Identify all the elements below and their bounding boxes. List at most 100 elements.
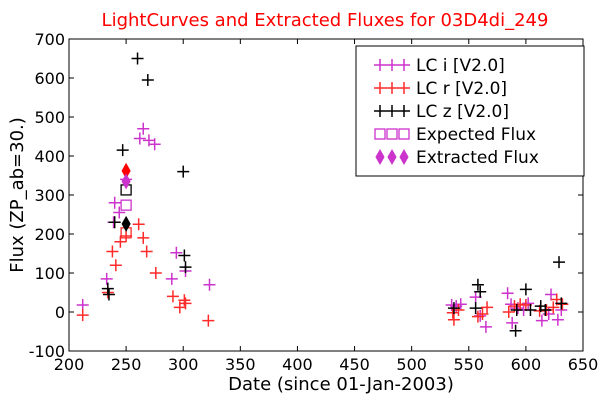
data-point [555, 297, 568, 310]
data-point [114, 235, 127, 248]
legend-marker [387, 148, 397, 166]
data-point [76, 309, 89, 322]
data-point [108, 216, 121, 229]
x-tick-label: 350 [225, 355, 256, 374]
extracted-flux-marker [121, 215, 131, 232]
legend-marker [374, 82, 386, 94]
x-tick-label: 450 [339, 355, 370, 374]
legend-label: LC i [V2.0] [416, 56, 505, 76]
x-tick-label: 200 [54, 355, 85, 374]
expected-flux-marker [120, 199, 132, 211]
x-tick-label: 300 [168, 355, 199, 374]
data-point [469, 302, 482, 315]
y-tick-label: 700 [34, 30, 65, 49]
y-tick-label: 0 [55, 303, 65, 322]
data-point [116, 144, 129, 157]
data-point [203, 278, 216, 291]
legend-marker [386, 59, 398, 71]
data-point [447, 302, 460, 315]
data-point [479, 320, 492, 333]
data-point [535, 314, 548, 327]
legend-marker [386, 105, 398, 117]
data-point [447, 313, 460, 326]
x-tick-label: 500 [396, 355, 427, 374]
data-point [102, 288, 115, 301]
y-tick-label: 300 [34, 186, 65, 205]
y-axis-title: Flux (ZP_ab=30.) [7, 117, 28, 273]
data-point [132, 218, 145, 231]
data-point [133, 132, 146, 145]
y-tick-label: 600 [34, 69, 65, 88]
legend-marker [375, 148, 385, 166]
data-point [471, 278, 484, 291]
legend-marker [374, 59, 386, 71]
data-point [179, 261, 192, 274]
data-point [170, 246, 183, 259]
y-tick-label: 500 [34, 108, 65, 127]
data-point [177, 165, 190, 178]
x-tick-label: 400 [282, 355, 313, 374]
data-point [165, 272, 178, 285]
legend-marker [386, 128, 398, 140]
y-tick-label: 200 [34, 225, 65, 244]
data-point [101, 282, 114, 295]
data-point [137, 231, 150, 244]
data-point [109, 259, 122, 272]
data-point [76, 298, 89, 311]
data-point [522, 297, 535, 310]
legend-label: Extracted Flux [416, 148, 539, 168]
extracted-flux-marker [121, 173, 131, 190]
data-point [474, 285, 487, 298]
data-point [120, 229, 133, 242]
data-point [178, 294, 191, 307]
data-point [141, 73, 154, 86]
legend-marker [374, 128, 386, 140]
data-point [108, 196, 121, 209]
legend-marker [386, 82, 398, 94]
data-point [140, 245, 153, 258]
legend-marker [398, 105, 410, 117]
chart-title: LightCurves and Extracted Fluxes for 03D… [102, 10, 549, 31]
y-tick-label: 400 [34, 147, 65, 166]
data-point [556, 298, 569, 311]
data-point [481, 301, 494, 314]
y-tick-label: 100 [34, 264, 65, 283]
data-point [547, 301, 560, 314]
x-tick-label: 550 [454, 355, 485, 374]
data-point [551, 313, 564, 326]
legend-label: LC r [V2.0] [416, 79, 507, 99]
data-point [510, 304, 523, 317]
x-tick-label: 250 [111, 355, 142, 374]
legend-marker [374, 105, 386, 117]
data-point [474, 309, 487, 322]
data-point [149, 267, 162, 279]
data-point [148, 138, 161, 151]
data-point [524, 304, 537, 317]
legend-marker [398, 128, 410, 140]
data-point [137, 122, 150, 135]
legend-label: Expected Flux [416, 125, 536, 145]
x-axis-title: Date (since 01-Jan-2003) [228, 374, 454, 395]
data-point [106, 245, 119, 258]
data-point [519, 283, 532, 296]
legend-marker [399, 148, 409, 166]
data-point [476, 307, 489, 320]
data-point [506, 316, 519, 329]
data-point [502, 306, 515, 318]
data-point [131, 52, 144, 65]
data-point [539, 304, 552, 317]
data-point [553, 256, 566, 269]
legend-marker [398, 82, 410, 94]
data-point [202, 314, 215, 327]
data-point [545, 288, 558, 301]
x-tick-label: 600 [511, 355, 542, 374]
legend-marker [398, 59, 410, 71]
data-point [179, 297, 192, 310]
y-tick-label: -100 [29, 342, 65, 361]
data-point [501, 287, 514, 300]
data-point [100, 272, 113, 285]
data-point [454, 298, 467, 311]
legend-label: LC z [V2.0] [416, 102, 509, 122]
data-point [178, 249, 191, 262]
